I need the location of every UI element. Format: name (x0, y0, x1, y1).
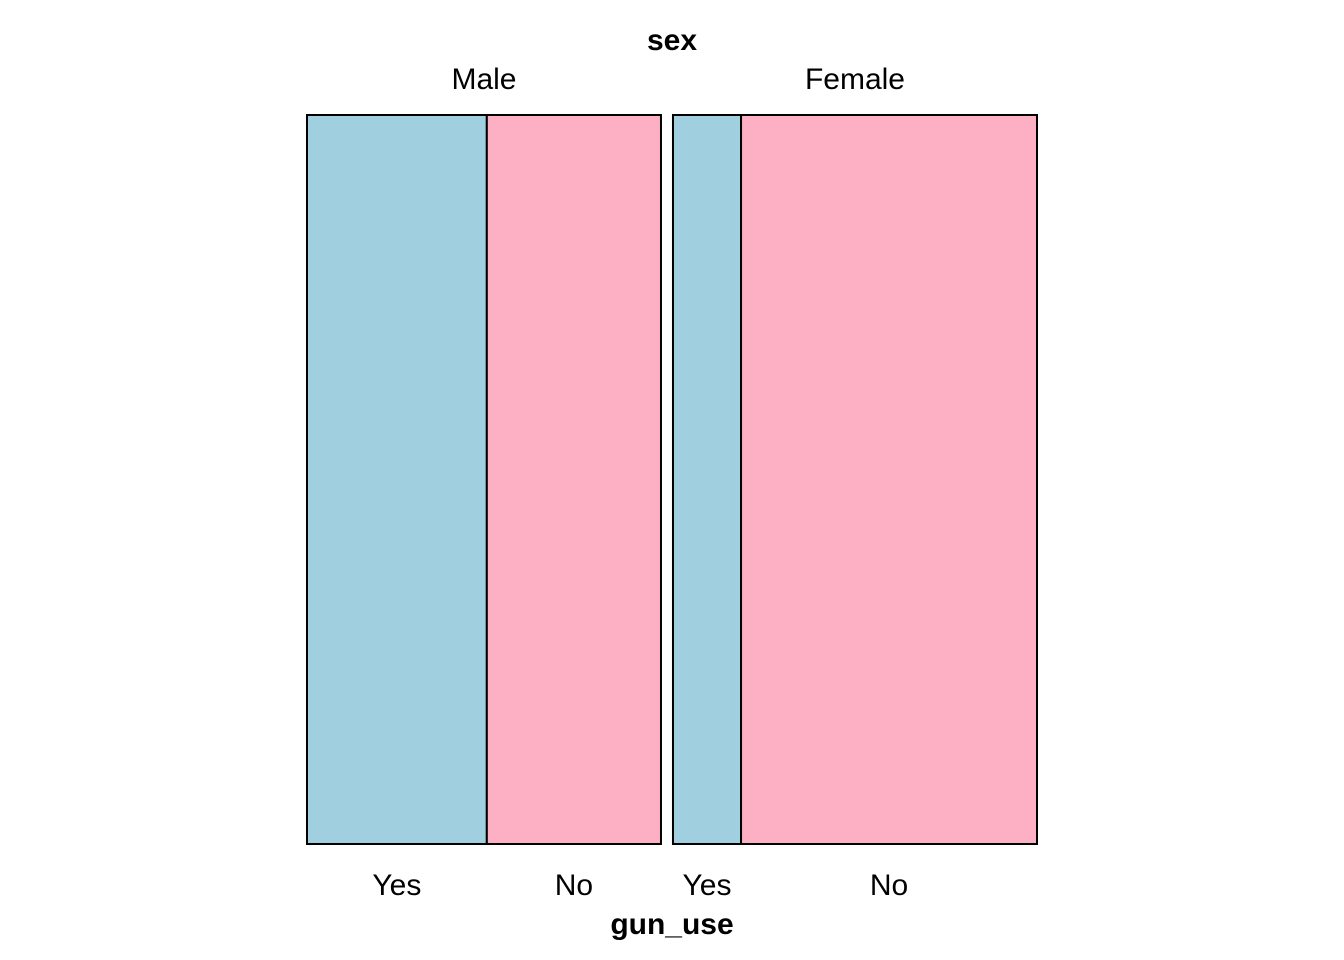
group-label-female: Female (805, 63, 905, 96)
cell-male-yes (306, 114, 488, 845)
top-variable-label: sex (647, 24, 697, 57)
cell-female-no (740, 114, 1038, 845)
cell-label-male-yes: Yes (372, 869, 421, 902)
cell-label-female-no: No (870, 869, 908, 902)
cell-male-no (485, 114, 662, 845)
bottom-variable-label: gun_use (610, 908, 733, 941)
cell-female-yes (671, 114, 743, 845)
group-label-male: Male (451, 63, 516, 96)
cell-label-female-yes: Yes (683, 869, 732, 902)
cell-label-male-no: No (555, 869, 593, 902)
